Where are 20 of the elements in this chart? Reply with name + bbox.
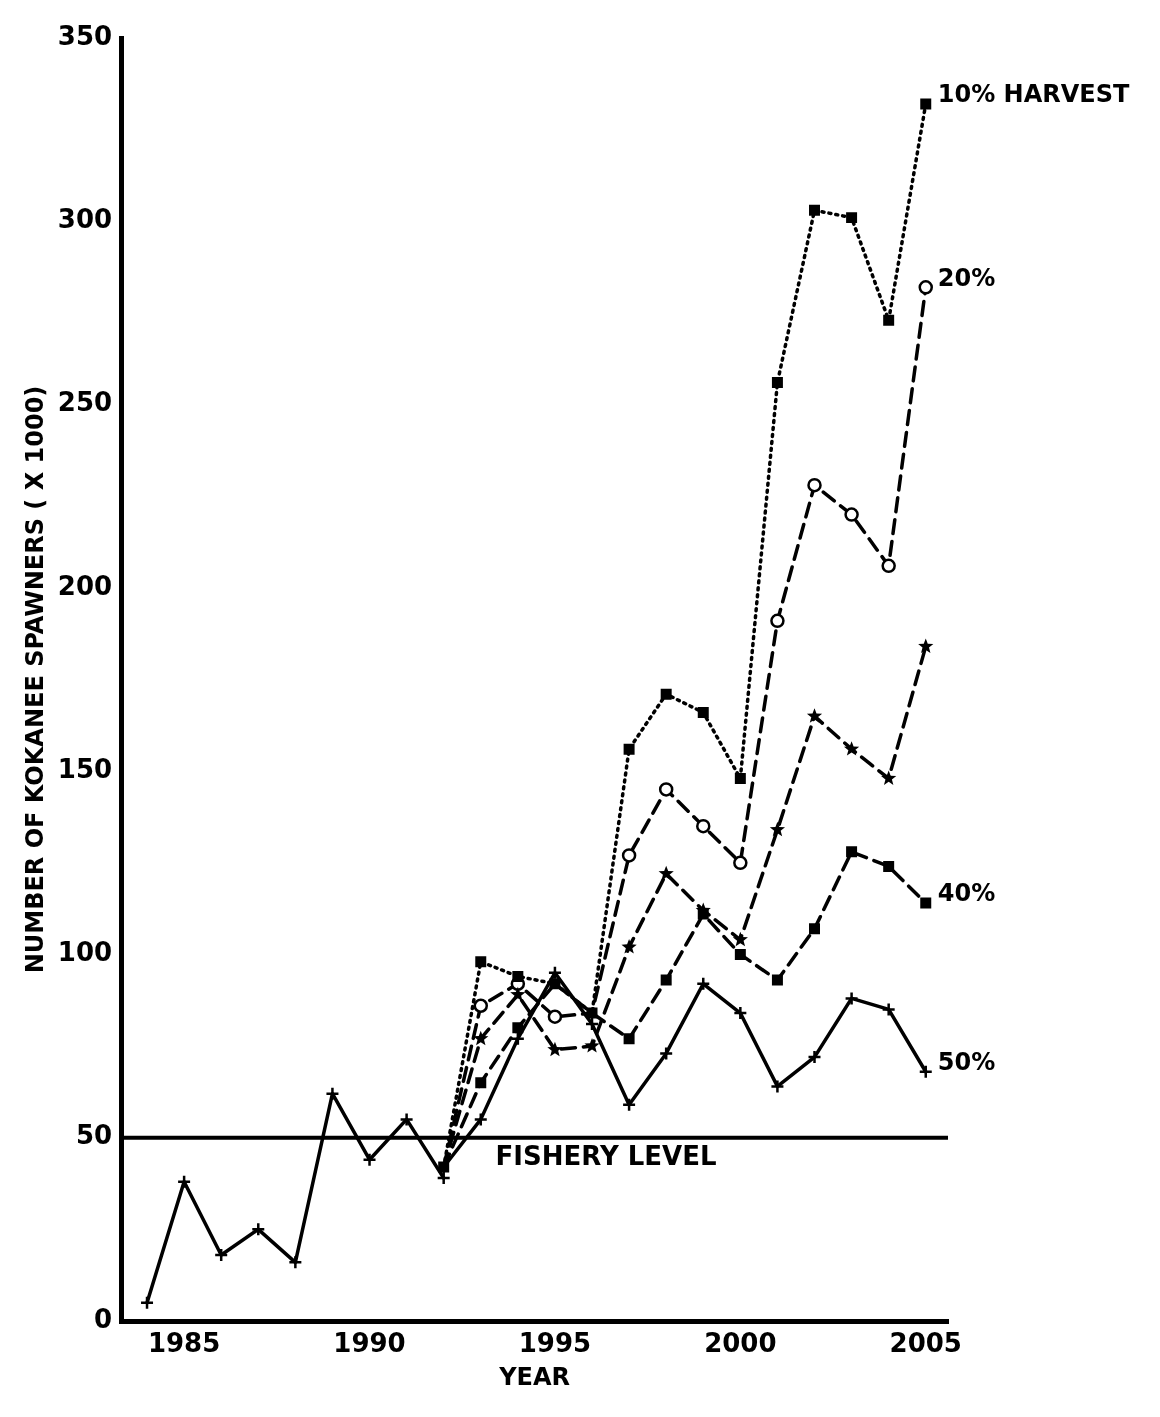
series-label: 50%: [937, 1047, 996, 1076]
series-label: 20%: [937, 263, 996, 292]
x-tick-label: 2005: [889, 1328, 962, 1359]
ref-line-label: FISHERY LEVEL: [495, 1141, 717, 1172]
series-label: 10% HARVEST: [937, 80, 1130, 109]
y-tick-label: 250: [57, 387, 113, 418]
x-tick-label: 2000: [704, 1328, 777, 1359]
x-tick-label: 1990: [333, 1328, 406, 1359]
series-label: 40%: [937, 879, 996, 908]
x-tick-label: 1995: [518, 1328, 592, 1359]
y-axis-title: NUMBER OF KOKANEE SPAWNERS ( X 1000): [20, 385, 49, 974]
x-tick-label: 1985: [147, 1328, 221, 1359]
y-tick-label: 100: [57, 937, 113, 968]
y-tick-label: 200: [57, 570, 113, 601]
y-tick-label: 350: [57, 20, 113, 51]
y-tick-label: 0: [93, 1303, 113, 1334]
y-tick-label: 150: [57, 753, 113, 784]
x-axis-title: YEAR: [498, 1362, 570, 1391]
y-tick-label: 300: [57, 204, 113, 235]
y-tick-label: 50: [75, 1120, 113, 1151]
